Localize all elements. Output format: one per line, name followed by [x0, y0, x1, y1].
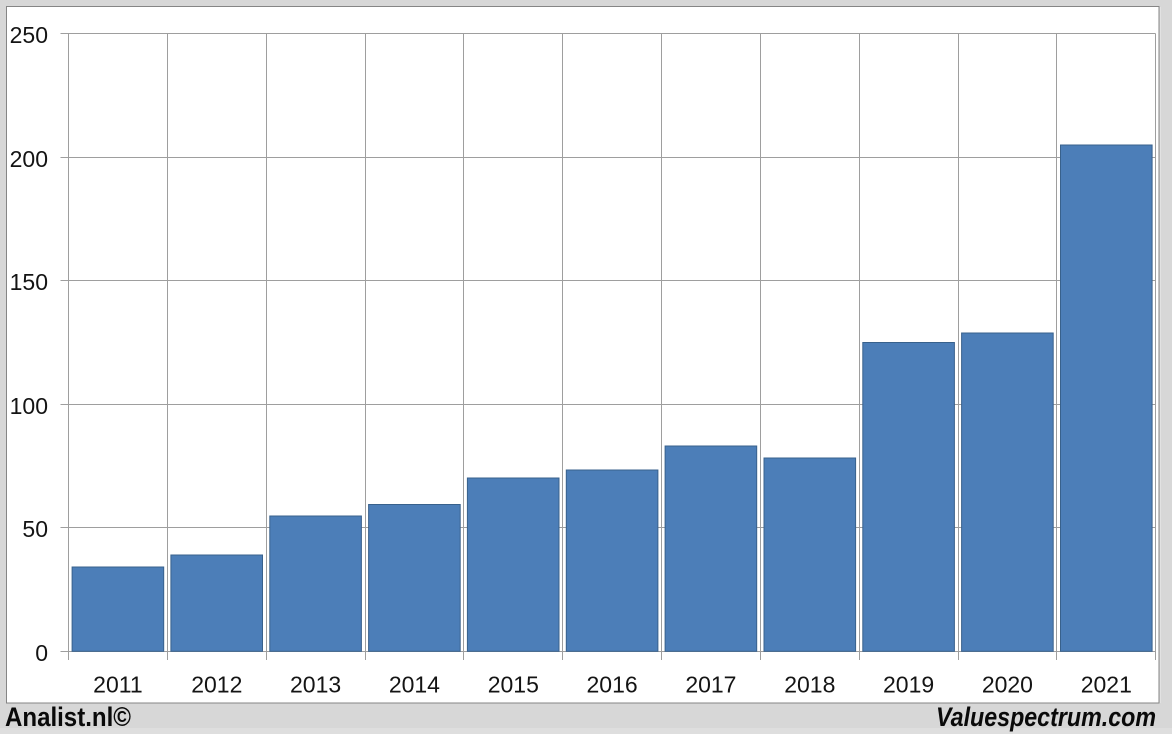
- svg-text:2011: 2011: [93, 671, 142, 697]
- svg-text:2013: 2013: [290, 671, 341, 697]
- svg-text:2020: 2020: [982, 671, 1033, 697]
- svg-text:2012: 2012: [191, 671, 242, 697]
- svg-text:2017: 2017: [685, 671, 736, 697]
- svg-text:2016: 2016: [587, 671, 638, 697]
- svg-text:2015: 2015: [488, 671, 539, 697]
- svg-text:2014: 2014: [389, 671, 440, 697]
- svg-text:2021: 2021: [1081, 671, 1132, 697]
- svg-text:100: 100: [10, 393, 48, 419]
- svg-text:0: 0: [35, 640, 48, 666]
- svg-text:Valuespectrum.com: Valuespectrum.com: [936, 702, 1156, 732]
- svg-text:50: 50: [22, 516, 48, 542]
- svg-text:2019: 2019: [883, 671, 934, 697]
- svg-text:2018: 2018: [784, 671, 835, 697]
- svg-text:250: 250: [10, 22, 48, 48]
- svg-text:150: 150: [10, 269, 48, 295]
- svg-text:Analist.nl©: Analist.nl©: [5, 702, 131, 732]
- svg-text:200: 200: [10, 146, 48, 172]
